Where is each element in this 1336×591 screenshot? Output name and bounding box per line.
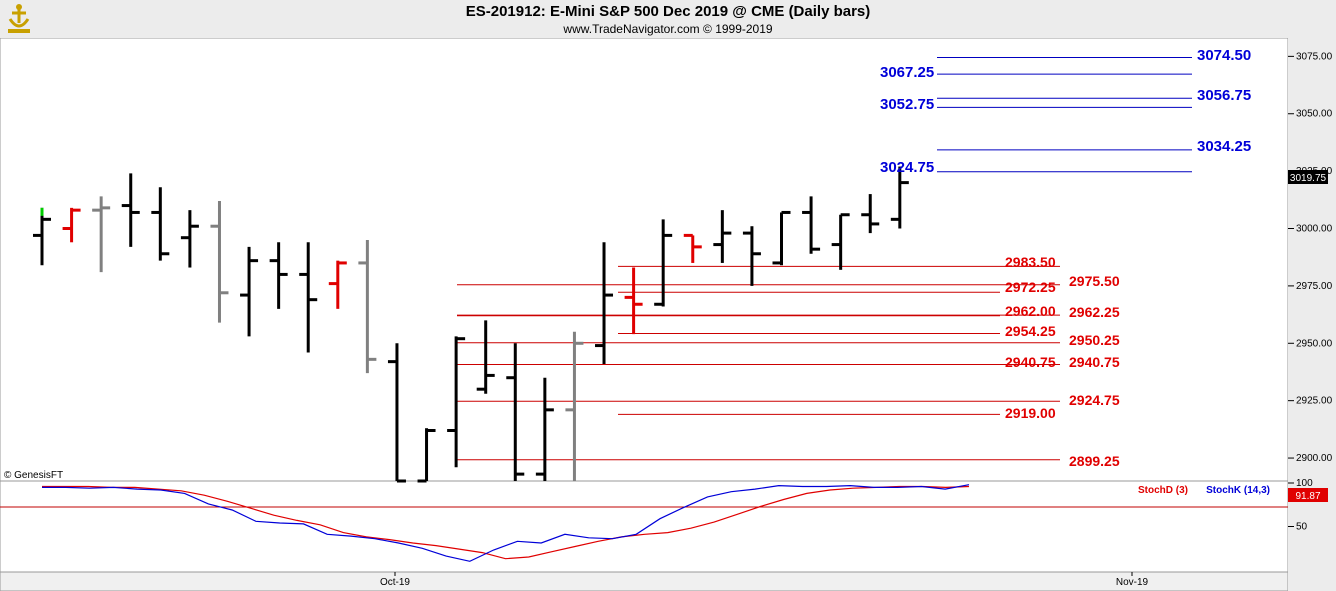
ohlc-bar [535, 377, 554, 481]
ohlc-bar [92, 196, 111, 273]
price-axis [1288, 38, 1336, 591]
chart-title: ES-201912: E-Mini S&P 500 Dec 2019 @ CME… [465, 3, 871, 20]
ohlc-bar [62, 207, 81, 243]
stoch-axis-label: 100 [1296, 478, 1313, 489]
support-label: 2899.25 [1069, 453, 1120, 469]
ohlc-bar [831, 213, 850, 270]
stoch-axis-label: 50 [1296, 522, 1308, 533]
price-bars [33, 166, 909, 483]
ohlc-bar [654, 219, 673, 307]
support-label: 2975.50 [1069, 273, 1120, 289]
ohlc-bar [358, 239, 377, 374]
support-label: 2983.50 [1005, 254, 1056, 270]
support-label: 2940.75 [1005, 354, 1056, 370]
date-axis-label: Nov-19 [1116, 577, 1149, 588]
chart-area: 3074.50 3067.25 3056.75 3052.75 3034.25 3024.… [0, 38, 1336, 591]
ohlc-bar [802, 196, 821, 254]
stoch-last-box [1288, 488, 1328, 502]
ohlc-bar [387, 343, 406, 483]
ohlc-bar [713, 210, 732, 263]
ohlc-bar [417, 428, 436, 483]
stochk-legend: StochK (14,3) [1206, 485, 1270, 496]
price-axis-label: 2975.00 [1296, 281, 1333, 292]
support-resistance-lines [457, 57, 1192, 461]
support-label: 2950.25 [1069, 332, 1120, 348]
ohlc-bar [299, 242, 318, 353]
stochastic-series [42, 485, 970, 560]
stoch-last-label: 91.87 [1295, 491, 1320, 502]
ohlc-bar [180, 210, 199, 268]
ohlc-bar [861, 194, 880, 234]
stochd-legend: StochD (3) [1138, 485, 1188, 496]
price-axis-label: 2950.00 [1296, 338, 1333, 349]
ohlc-bar [565, 331, 584, 481]
chart-header: ES-201912: E-Mini S&P 500 Dec 2019 @ CME… [0, 0, 1336, 38]
support-label: 2972.25 [1005, 279, 1056, 295]
date-axis [0, 571, 1289, 591]
date-axis-ticks: Oct-19 Nov-19 [380, 572, 1149, 588]
resistance-label: 3056.75 [1197, 87, 1251, 104]
ohlc-bar [210, 200, 229, 323]
resistance-label: 3067.25 [880, 64, 934, 81]
support-resistance-labels: 3074.50 3067.25 3056.75 3052.75 3034.25 3024.… [880, 47, 1251, 469]
stochastic-lines [42, 484, 970, 562]
support-label: 2940.75 [1069, 354, 1120, 370]
ohlc-bar [240, 246, 259, 337]
ohlc-bar [328, 260, 347, 309]
resistance-label: 3024.75 [880, 159, 934, 176]
ohlc-bar [683, 233, 702, 263]
ohlc-bar [624, 267, 643, 335]
resistance-label: 3034.25 [1197, 138, 1251, 155]
trade-navigator-logo-icon [8, 4, 30, 33]
chart-subtitle: www.TradeNavigator.com © 1999-2019 [563, 22, 773, 36]
ohlc-bar [742, 226, 761, 286]
ohlc-bar [890, 166, 909, 229]
ohlc-bar [151, 187, 170, 261]
stochastic-axis-ticks: 100 50 [1288, 478, 1313, 533]
ohlc-bar [476, 320, 495, 394]
ohlc-bar [772, 210, 791, 266]
ohlc-bar [121, 173, 140, 247]
price-axis-label: 2900.00 [1296, 453, 1333, 464]
copyright-label: © GenesisFT [4, 470, 63, 481]
support-label: 2919.00 [1005, 405, 1056, 421]
stochastic-series [42, 484, 970, 562]
price-axis-label: 3000.00 [1296, 224, 1333, 235]
support-label: 2954.25 [1005, 323, 1056, 339]
price-pane [0, 38, 1289, 482]
last-price-box [1288, 170, 1328, 184]
support-label: 2962.25 [1069, 304, 1120, 320]
price-axis-label: 3075.00 [1296, 51, 1333, 62]
support-label: 2962.00 [1005, 303, 1056, 319]
support-label: 2924.75 [1069, 392, 1120, 408]
resistance-label: 3052.75 [880, 96, 934, 113]
last-price-label: 3019.75 [1290, 173, 1327, 184]
stochastic-pane [0, 480, 1289, 573]
resistance-label: 3074.50 [1197, 47, 1251, 64]
ohlc-bar [33, 207, 51, 266]
price-axis-label: 2925.00 [1296, 396, 1333, 407]
ohlc-bar [595, 242, 614, 364]
ohlc-bar [447, 336, 466, 468]
date-axis-label: Oct-19 [380, 577, 410, 588]
ohlc-bar [269, 242, 288, 309]
ohlc-bar [506, 343, 525, 481]
price-axis-label: 3050.00 [1296, 109, 1333, 120]
